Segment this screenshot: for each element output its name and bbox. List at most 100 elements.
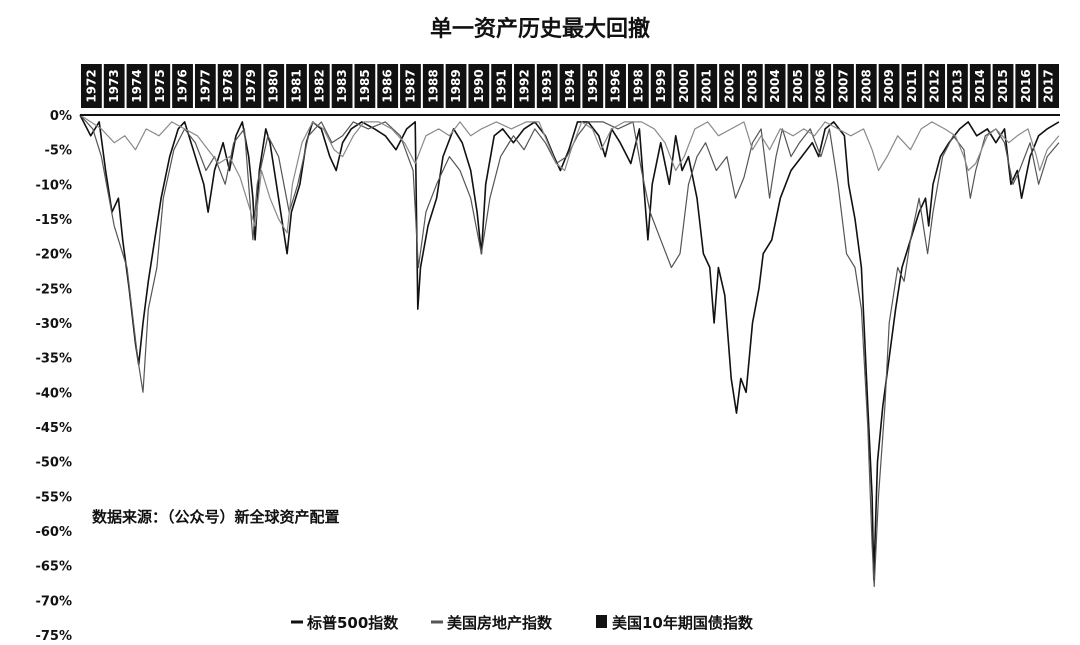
year-label-box bbox=[810, 64, 832, 108]
year-label-box bbox=[855, 64, 877, 108]
year-label-text: 2004 bbox=[768, 69, 782, 102]
year-label-box bbox=[536, 64, 558, 108]
year-label-text: 2005 bbox=[791, 69, 805, 102]
year-label-box bbox=[833, 64, 854, 108]
year-label-text: 2007 bbox=[836, 69, 850, 102]
year-label-box bbox=[308, 64, 330, 108]
year-label-box bbox=[582, 64, 604, 108]
year-label-text: 1986 bbox=[381, 69, 395, 102]
year-label: 1977 bbox=[194, 64, 216, 108]
year-label: 2008 bbox=[855, 64, 877, 108]
year-label: 1983 bbox=[331, 64, 353, 108]
year-label: 1996 bbox=[605, 64, 626, 108]
year-label: 1990 bbox=[468, 64, 490, 108]
y-tick-label: -50% bbox=[35, 456, 72, 471]
year-label: 1975 bbox=[149, 64, 171, 108]
year-label: 2005 bbox=[787, 64, 809, 108]
y-tick-label: -45% bbox=[35, 421, 72, 436]
year-label-box bbox=[331, 64, 353, 108]
series-line bbox=[79, 114, 1060, 234]
series-line bbox=[79, 114, 1060, 581]
year-label-text: 1991 bbox=[495, 69, 509, 102]
year-label: 2016 bbox=[1015, 64, 1037, 108]
source-note: 数据来源：（公众号）新全球资产配置 bbox=[92, 508, 340, 526]
year-label-text: 1994 bbox=[563, 69, 577, 102]
year-label-text: 1987 bbox=[403, 69, 417, 102]
year-label: 2006 bbox=[810, 64, 832, 108]
year-label-box bbox=[377, 64, 399, 108]
y-tick-label: -75% bbox=[35, 629, 72, 644]
year-label-text: 1980 bbox=[267, 69, 281, 102]
year-label-box bbox=[1038, 64, 1059, 108]
year-label-text: 2009 bbox=[882, 69, 896, 102]
year-label-box bbox=[719, 64, 740, 108]
year-label: 1987 bbox=[400, 64, 421, 108]
year-label-text: 2016 bbox=[1019, 69, 1033, 102]
legend-item: 美国房地产指数 bbox=[431, 614, 553, 632]
year-label-box bbox=[924, 64, 946, 108]
year-label-text: 2013 bbox=[950, 69, 964, 102]
year-label-text: 1995 bbox=[586, 69, 600, 102]
year-label-text: 2002 bbox=[723, 69, 737, 102]
year-label: 2002 bbox=[719, 64, 740, 108]
year-label-box bbox=[400, 64, 421, 108]
year-label-box bbox=[81, 64, 102, 108]
year-label-text: 2017 bbox=[1042, 69, 1056, 102]
year-label: 2003 bbox=[741, 64, 763, 108]
year-label-text: 2014 bbox=[973, 69, 987, 102]
year-label: 1985 bbox=[354, 64, 376, 108]
y-tick-label: -25% bbox=[35, 282, 72, 297]
year-label-box bbox=[514, 64, 535, 108]
year-label: 1992 bbox=[514, 64, 535, 108]
year-label-row: 1972 1973 1974 1975 1976 1977 1978 1979 1980 1981… bbox=[81, 64, 1059, 108]
year-label-text: 2000 bbox=[677, 69, 691, 102]
y-tick-label: -10% bbox=[35, 178, 72, 193]
year-label-text: 1990 bbox=[472, 69, 486, 102]
year-label-box bbox=[354, 64, 376, 108]
y-tick-label: -30% bbox=[35, 317, 72, 332]
year-label-box bbox=[901, 64, 923, 108]
year-label: 1973 bbox=[103, 64, 125, 108]
year-label-box bbox=[263, 64, 285, 108]
year-label-box bbox=[696, 64, 718, 108]
year-label-text: 1982 bbox=[312, 69, 326, 102]
year-label: 1998 bbox=[627, 64, 649, 108]
year-label-box bbox=[947, 64, 968, 108]
year-label: 2017 bbox=[1038, 64, 1059, 108]
year-label-text: 1975 bbox=[153, 69, 167, 102]
year-label-box bbox=[741, 64, 763, 108]
year-label-text: 1992 bbox=[517, 69, 531, 102]
year-label-box bbox=[559, 64, 581, 108]
year-label-text: 1979 bbox=[244, 69, 258, 102]
year-label-box bbox=[172, 64, 193, 108]
year-label: 1994 bbox=[559, 64, 581, 108]
year-label: 2007 bbox=[833, 64, 854, 108]
year-label: 2013 bbox=[947, 64, 968, 108]
year-label: 2009 bbox=[878, 64, 900, 108]
year-label: 1976 bbox=[172, 64, 193, 108]
y-tick-label: 0% bbox=[50, 109, 72, 124]
year-label-text: 1998 bbox=[631, 69, 645, 102]
year-label-box bbox=[1015, 64, 1037, 108]
year-label-text: 2012 bbox=[928, 69, 942, 102]
year-label: 1981 bbox=[286, 64, 307, 108]
year-label-box bbox=[764, 64, 786, 108]
year-label: 2000 bbox=[673, 64, 695, 108]
year-label-text: 1988 bbox=[426, 69, 440, 102]
year-label-box bbox=[627, 64, 649, 108]
year-label: 2012 bbox=[924, 64, 946, 108]
y-tick-label: -65% bbox=[35, 560, 72, 575]
year-label-box bbox=[422, 64, 444, 108]
year-label-box bbox=[445, 64, 467, 108]
year-label-box bbox=[491, 64, 513, 108]
year-label-text: 2006 bbox=[814, 69, 828, 102]
y-tick-label: -15% bbox=[35, 213, 72, 228]
year-label-text: 1996 bbox=[609, 69, 623, 102]
y-tick-label: -5% bbox=[45, 144, 72, 159]
year-label-box bbox=[217, 64, 239, 108]
year-label: 1972 bbox=[81, 64, 102, 108]
y-tick-label: -35% bbox=[35, 352, 72, 367]
year-label: 1995 bbox=[582, 64, 604, 108]
year-label-text: 1976 bbox=[176, 69, 190, 102]
